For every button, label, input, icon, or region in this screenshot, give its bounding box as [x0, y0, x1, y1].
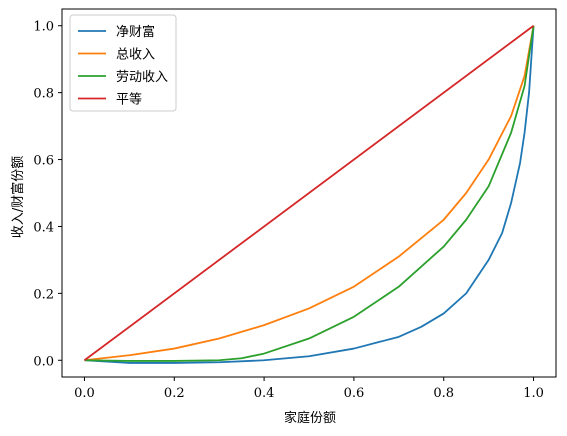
legend-label-2: 劳动收入 [116, 69, 168, 85]
y-tick-label: 0.0 [33, 354, 54, 369]
series-line-1 [84, 25, 535, 362]
legend-box [69, 14, 177, 112]
legend-label-0: 净财富 [116, 24, 155, 40]
series-line-0 [84, 25, 535, 364]
x-tick-label: 1.0 [523, 386, 544, 401]
x-tick-label: 0.4 [254, 386, 275, 401]
ticks: 0.0 0.2 0.4 0.6 0.8 1.0 0.0 0.2 0.4 0.6 0.8 1.0 [33, 20, 544, 401]
x-tick-label: 0.8 [433, 386, 454, 401]
axes-frame [61, 8, 557, 378]
y-tick-label: 0.6 [33, 154, 54, 169]
plot-area [61, 8, 557, 378]
x-axis-label: 家庭份额 [284, 410, 336, 426]
x-tick-label: 0.0 [74, 386, 95, 401]
legend-label-1: 总收入 [116, 48, 155, 63]
y-axis-label: 收入/财富份额 [10, 156, 26, 238]
series-line-3 [83, 25, 535, 361]
y-tick-label: 0.4 [33, 220, 54, 235]
y-tick-label: 0.8 [33, 87, 54, 102]
y-tick-label: 1.0 [33, 20, 54, 35]
legend-label-3: 平等 [116, 92, 142, 108]
x-tick-label: 0.2 [164, 386, 185, 401]
series-line-2 [84, 25, 535, 362]
y-tick-label: 0.2 [33, 287, 54, 302]
x-tick-label: 0.6 [344, 386, 365, 401]
